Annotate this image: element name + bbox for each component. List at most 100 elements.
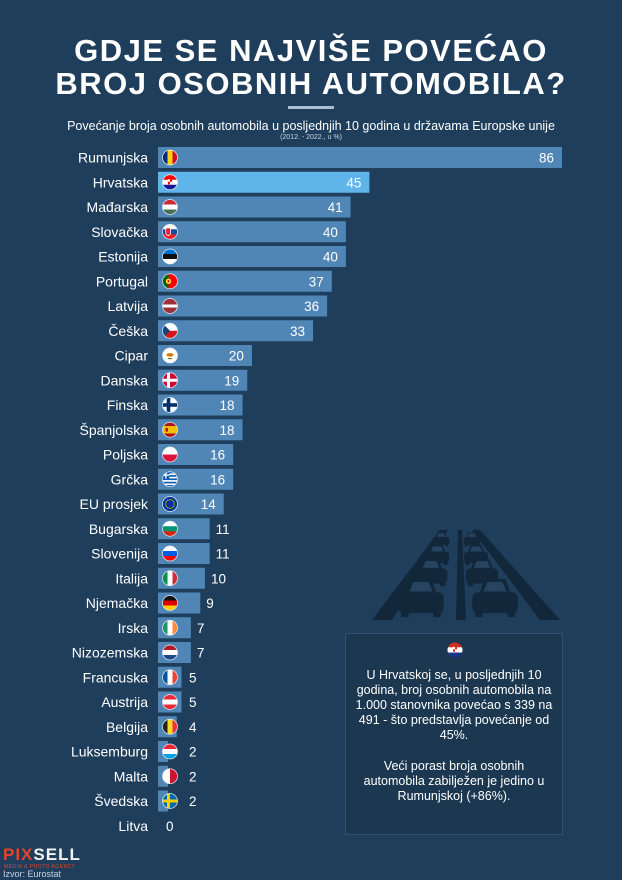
value-label: 11 bbox=[216, 547, 230, 562]
bar-row: Njemačka 9 bbox=[86, 592, 214, 614]
traffic-cars-illustration bbox=[372, 530, 560, 620]
info-paragraph-2: Veći porast broja osobnih automobila zab… bbox=[363, 759, 545, 803]
value-label: 19 bbox=[224, 373, 239, 388]
category-label: Rumunjska bbox=[78, 150, 148, 166]
it-flag-icon bbox=[162, 570, 178, 586]
value-label: 18 bbox=[220, 398, 235, 413]
hr-flag-icon bbox=[162, 174, 178, 190]
category-label: Finska bbox=[107, 397, 148, 413]
value-label: 14 bbox=[201, 497, 217, 512]
title-line-1: GDJE SE NAJVIŠE POVEĆAO bbox=[74, 33, 548, 68]
bar-row: Bugarska 11 bbox=[89, 518, 230, 540]
category-label: Portugal bbox=[96, 273, 148, 289]
value-label: 2 bbox=[189, 745, 197, 760]
bar bbox=[158, 246, 346, 267]
bar-row: Španjolska 18 bbox=[80, 419, 243, 441]
category-label: Italija bbox=[115, 570, 148, 586]
bar-row: Portugal 37 bbox=[96, 270, 332, 292]
chart-subnote: (2012. - 2022., u %) bbox=[280, 134, 342, 141]
pixsell-logo: PIXSELL bbox=[3, 845, 81, 865]
bar-row: Slovačka 40 bbox=[91, 221, 346, 243]
category-label: Bugarska bbox=[89, 521, 148, 537]
dk-flag-icon bbox=[162, 372, 178, 388]
category-label: Luksemburg bbox=[71, 744, 148, 760]
cz-flag-icon bbox=[162, 323, 178, 339]
bar-row: Estonija 40 bbox=[98, 246, 346, 267]
category-label: EU prosjek bbox=[80, 496, 149, 512]
value-label: 7 bbox=[197, 646, 205, 661]
bar bbox=[158, 147, 562, 168]
ee-flag-icon bbox=[162, 249, 178, 264]
category-label: Slovačka bbox=[91, 224, 148, 240]
category-label: Španjolska bbox=[80, 422, 149, 438]
value-label: 16 bbox=[210, 448, 225, 463]
value-label: 41 bbox=[328, 200, 343, 215]
eu-flag-icon bbox=[162, 496, 178, 512]
bar-row: Češka 33 bbox=[108, 320, 314, 342]
category-label: Litva bbox=[118, 818, 148, 834]
logo-tagline: MEDIA & PHOTO AGENCY bbox=[4, 864, 76, 870]
category-label: Hrvatska bbox=[93, 174, 148, 190]
bar-row: Finska 18 bbox=[107, 394, 243, 416]
se-flag-icon bbox=[162, 793, 178, 809]
category-label: Estonija bbox=[98, 249, 148, 265]
logo-part-2: SELL bbox=[33, 845, 81, 864]
bar-row: Italija 10 bbox=[115, 567, 226, 589]
category-label: Austrija bbox=[101, 694, 148, 710]
value-label: 5 bbox=[189, 695, 197, 710]
bar bbox=[158, 345, 252, 366]
mt-flag-icon bbox=[162, 768, 178, 784]
category-label: Irska bbox=[118, 620, 149, 636]
sk-flag-icon bbox=[162, 224, 178, 240]
bar-row: Latvija 36 bbox=[108, 295, 328, 317]
hu-flag-icon bbox=[162, 199, 178, 215]
value-label: 2 bbox=[189, 794, 197, 809]
bar bbox=[158, 394, 243, 416]
category-label: Danska bbox=[101, 372, 149, 388]
bar bbox=[158, 171, 370, 193]
bg-flag-icon bbox=[162, 521, 178, 537]
value-label: 40 bbox=[323, 250, 338, 265]
croatia-flag-icon bbox=[447, 642, 463, 658]
nl-flag-icon bbox=[162, 645, 178, 660]
page-title: GDJE SE NAJVIŠE POVEĆAO BROJ OSOBNIH AUT… bbox=[0, 34, 622, 100]
bar-row: Cipar 20 bbox=[115, 345, 252, 366]
category-label: Mađarska bbox=[87, 199, 149, 215]
car-icon bbox=[398, 579, 444, 618]
bar-row: Litva 0 bbox=[118, 818, 173, 834]
source-note: Izvor: Eurostat bbox=[3, 869, 62, 879]
ie-flag-icon bbox=[162, 620, 178, 636]
title-line-2: BROJ OSOBNIH AUTOMOBILA? bbox=[55, 66, 567, 101]
category-label: Slovenija bbox=[91, 546, 148, 562]
bar bbox=[158, 196, 351, 218]
si-flag-icon bbox=[162, 546, 178, 561]
category-label: Latvija bbox=[108, 298, 149, 314]
value-label: 18 bbox=[220, 423, 235, 438]
car-icon bbox=[432, 532, 450, 547]
fr-flag-icon bbox=[162, 669, 178, 685]
chart-subtitle: Povećanje broja osobnih automobila u pos… bbox=[67, 119, 555, 133]
car-icon bbox=[472, 579, 518, 618]
bar-row: Slovenija 11 bbox=[91, 543, 230, 564]
category-label: Švedska bbox=[94, 793, 148, 809]
info-box: U Hrvatskoj se, u posljednjih 10 godina,… bbox=[345, 633, 563, 835]
category-label: Njemačka bbox=[86, 595, 148, 611]
de-flag-icon bbox=[162, 595, 178, 611]
bar-row: Nizozemska 7 bbox=[72, 642, 205, 663]
value-label: 20 bbox=[229, 349, 244, 364]
at-flag-icon bbox=[162, 694, 178, 710]
category-label: Cipar bbox=[115, 348, 149, 364]
bar-row: Mađarska 41 bbox=[87, 196, 351, 218]
lv-flag-icon bbox=[162, 298, 178, 314]
bar-row: Francuska 5 bbox=[83, 666, 197, 688]
value-label: 11 bbox=[216, 522, 230, 537]
es-flag-icon bbox=[162, 422, 178, 438]
bar bbox=[158, 270, 332, 292]
value-label: 45 bbox=[346, 175, 361, 190]
logo-part-1: PIX bbox=[3, 845, 34, 864]
value-label: 2 bbox=[189, 769, 197, 784]
bar-row: EU prosjek 14 bbox=[80, 493, 224, 515]
bar-row: Poljska 16 bbox=[103, 444, 234, 465]
